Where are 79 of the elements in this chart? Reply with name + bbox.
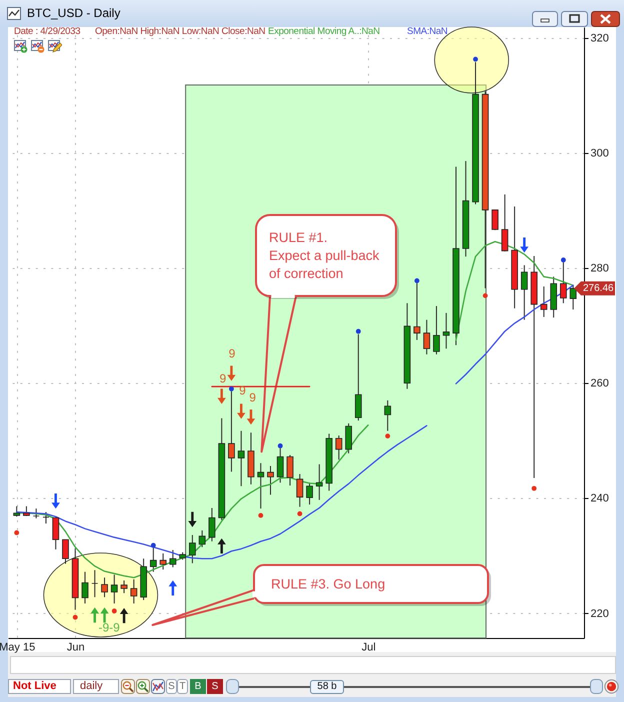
candlestick <box>110 574 118 604</box>
y-tick-label: 280 <box>590 262 609 275</box>
x-tick-label: Jul <box>362 642 376 654</box>
point <box>72 614 78 620</box>
candlestick <box>208 507 216 542</box>
text: SMA:NaN <box>407 26 448 38</box>
interval-field: daily <box>73 679 119 694</box>
x-tick-label: Jun <box>66 642 85 654</box>
point <box>532 486 537 491</box>
text: Exponential Moving A..:NaN <box>268 26 380 38</box>
candlestick <box>82 571 88 604</box>
chart-title: BTC_USD - Daily <box>27 6 120 20</box>
candlestick <box>492 209 498 231</box>
candlestick <box>442 312 450 350</box>
candlestick <box>267 465 274 496</box>
candlestick <box>306 482 313 506</box>
point <box>560 258 566 262</box>
candlestick <box>501 194 508 252</box>
candlestick <box>540 286 548 318</box>
candlestick <box>42 512 50 524</box>
y-tick-label: 220 <box>590 608 609 620</box>
annotation: RULE #3. Go Long <box>271 576 386 592</box>
candlestick <box>316 464 323 500</box>
candlestick <box>238 430 245 487</box>
candlestick <box>296 474 304 508</box>
letter-button: B <box>190 679 206 694</box>
status-field: Not Live <box>8 679 71 694</box>
annotation: Open:NaN High:NaN Low:NaN Close:NaN <box>95 26 266 38</box>
candlestick <box>384 400 392 432</box>
point <box>385 434 390 439</box>
annotation: 276.46 <box>583 282 614 294</box>
annotation: 9 <box>219 371 226 386</box>
candlestick <box>130 578 138 604</box>
candlestick <box>286 454 294 486</box>
y-tick-label: 240 <box>590 492 609 505</box>
annotation: RULE #1. Expect a pull-back of correction <box>269 230 380 281</box>
candlestick <box>423 319 430 355</box>
candlestick <box>257 462 264 510</box>
candlestick <box>52 516 60 550</box>
point <box>278 443 283 448</box>
candlestick <box>62 539 69 564</box>
candlestick <box>101 577 108 598</box>
slider-thumb: 58 b <box>310 680 344 694</box>
annotation: -9-9 <box>98 620 120 634</box>
candlestick <box>32 508 40 519</box>
candlestick <box>189 534 196 564</box>
x-tick-label: May 15 <box>0 642 36 654</box>
point <box>229 386 234 392</box>
point <box>150 542 156 548</box>
point <box>297 511 302 516</box>
letter-button: S <box>166 679 177 694</box>
chart-subtitle: Date : 4/29/2033 <box>14 26 80 38</box>
candlestick <box>120 580 128 594</box>
candlestick <box>169 549 176 568</box>
candlestick <box>160 552 167 570</box>
annotation: 9 <box>249 390 256 404</box>
annotation: 9 <box>228 346 236 360</box>
point <box>414 278 420 284</box>
candlestick <box>354 334 362 422</box>
letter-button: S <box>207 679 223 694</box>
candlestick <box>13 506 20 518</box>
candlestick <box>335 434 342 460</box>
y-tick-label: 320 <box>590 32 609 44</box>
point <box>14 530 20 536</box>
candlestick <box>570 284 577 310</box>
point <box>482 293 488 298</box>
candlestick <box>198 530 206 548</box>
candlestick <box>520 264 528 320</box>
candlestick <box>433 306 440 355</box>
point <box>258 513 264 518</box>
y-tick-label: 300 <box>590 147 609 160</box>
candlestick <box>91 570 98 598</box>
point <box>473 56 478 62</box>
y-tick-label: 260 <box>590 378 609 390</box>
letter-button: T <box>177 679 188 694</box>
candlestick <box>345 422 352 454</box>
point <box>112 608 117 614</box>
annotation: 9 <box>239 384 246 398</box>
point <box>356 328 361 334</box>
